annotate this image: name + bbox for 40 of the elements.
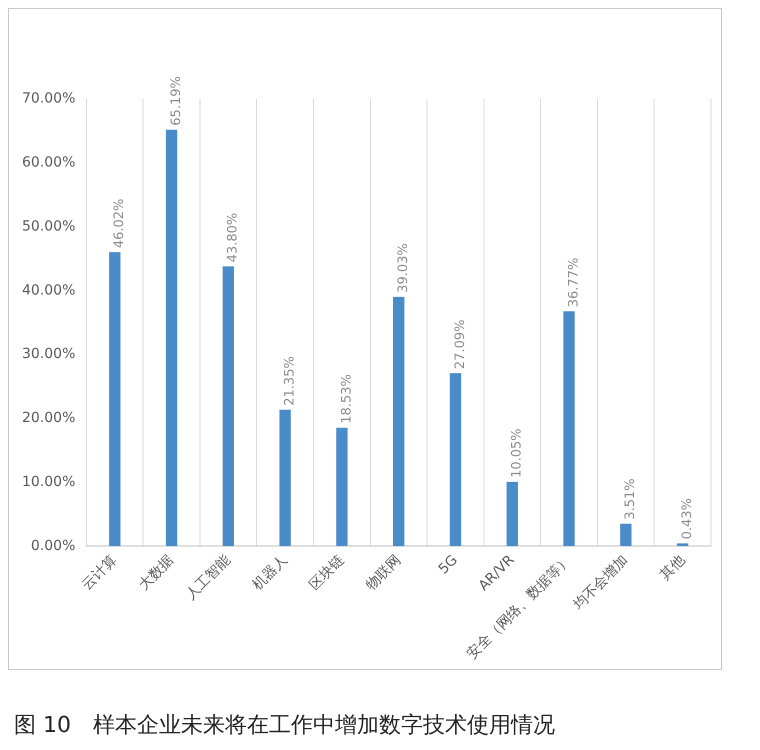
- bar: [450, 373, 462, 546]
- data-label: 46.02%: [112, 198, 128, 248]
- data-label: 43.80%: [226, 212, 241, 262]
- x-tick-label: 区块链: [306, 552, 348, 594]
- x-tick-label: 云计算: [79, 552, 120, 594]
- bar: [506, 482, 518, 546]
- y-tick-label: 0.00%: [30, 538, 76, 554]
- x-tick-label: 人工智能: [182, 552, 234, 604]
- y-tick-label: 40.00%: [22, 282, 76, 298]
- x-tick-label: 机器人: [250, 552, 291, 594]
- x-tick-label: 5G: [436, 552, 461, 578]
- data-label: 21.35%: [282, 356, 298, 406]
- y-tick-label: 60.00%: [22, 154, 76, 171]
- y-tick-label: 10.00%: [22, 474, 76, 490]
- x-tick-label: 物联网: [363, 552, 404, 594]
- data-label: 65.19%: [168, 76, 184, 126]
- bar: [222, 266, 234, 546]
- bar: [109, 252, 120, 546]
- data-label: 18.53%: [339, 374, 354, 424]
- x-tick-label: 其他: [656, 552, 688, 584]
- y-tick-label: 30.00%: [22, 346, 76, 362]
- data-label: 36.77%: [566, 258, 582, 308]
- y-tick-label: 20.00%: [22, 410, 76, 426]
- bar: [166, 130, 178, 546]
- text: 图 10 样本企业未来将在工作中增加数字技术使用情况: [13, 712, 556, 740]
- data-label: 3.51%: [623, 478, 638, 520]
- x-tick-label: 大数据: [136, 552, 177, 594]
- bar: [676, 543, 688, 546]
- x-tick-label: 均不会增加: [570, 552, 632, 614]
- bar: [336, 428, 348, 546]
- bar: [393, 296, 404, 546]
- bar: [620, 524, 632, 546]
- y-tick-label: 70.00%: [22, 90, 76, 107]
- data-label: 39.03%: [396, 243, 412, 293]
- y-tick-label: 50.00%: [22, 218, 76, 234]
- data-label: 0.43%: [680, 498, 695, 540]
- data-label: 10.05%: [510, 428, 525, 478]
- bar: [563, 311, 575, 546]
- data-label: 27.09%: [452, 320, 468, 370]
- bar: [279, 410, 291, 546]
